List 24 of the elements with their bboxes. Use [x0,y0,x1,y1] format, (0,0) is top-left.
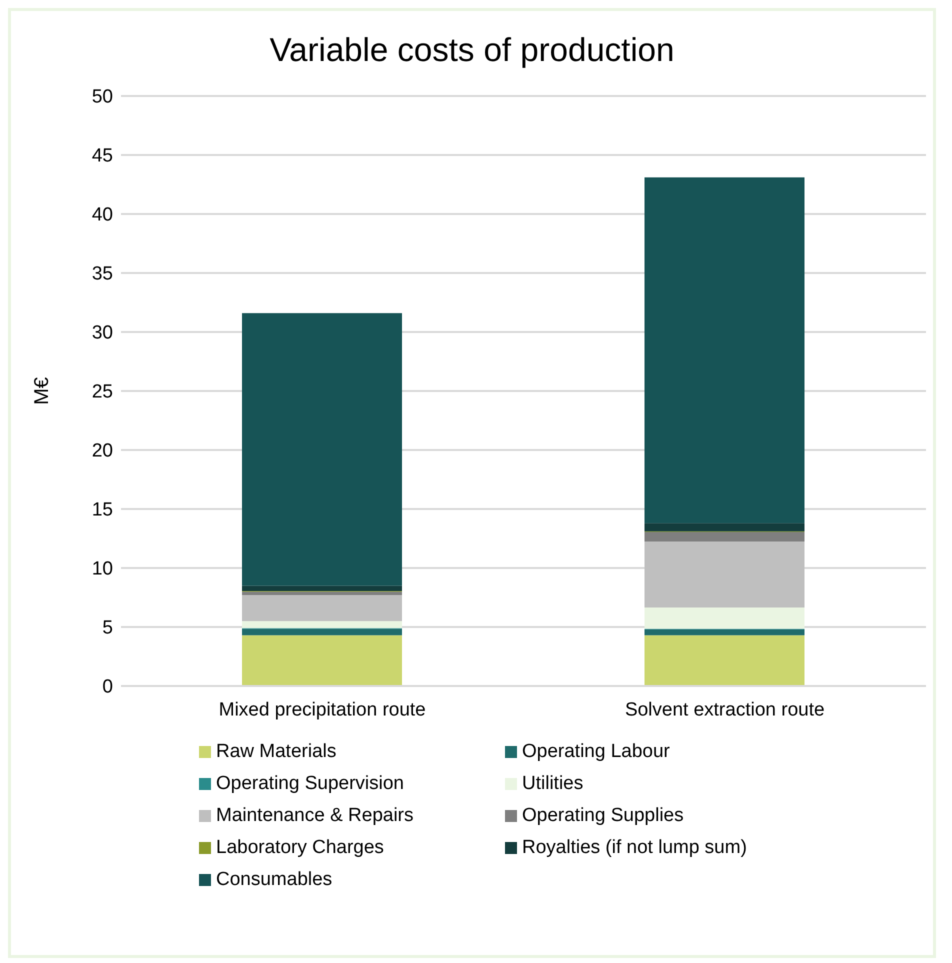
legend-label: Royalties (if not lump sum) [522,837,747,859]
y-tick-label: 0 [102,676,113,698]
y-tick-label: 45 [92,146,113,167]
legend-label: Operating Supervision [216,773,404,795]
legend-label: Maintenance & Repairs [216,805,414,827]
legend-label: Raw Materials [216,741,336,763]
y-tick-label: 40 [92,204,113,226]
y-tick-label: 15 [92,500,113,521]
chart-title: Variable costs of production [268,31,676,70]
y-tick-label: 50 [92,86,113,108]
y-tick-label: 20 [92,440,113,462]
y-tick-label: 10 [92,558,113,580]
y-tick-label: 35 [92,264,113,285]
legend-label: Utilities [522,773,584,795]
x-tick-label: Mixed precipitation route [218,699,426,720]
x-tick-label: Solvent extraction route [624,699,825,720]
y-tick-label: 30 [92,322,113,344]
legend-label: Consumables [216,869,332,891]
y-axis-title: M€ [31,377,54,405]
y-tick-label: 5 [102,618,113,639]
legend-label: Operating Labour [522,741,670,763]
legend-label: Laboratory Charges [216,837,384,859]
y-tick-label: 25 [92,382,113,403]
legend-label: Operating Supplies [522,805,684,827]
